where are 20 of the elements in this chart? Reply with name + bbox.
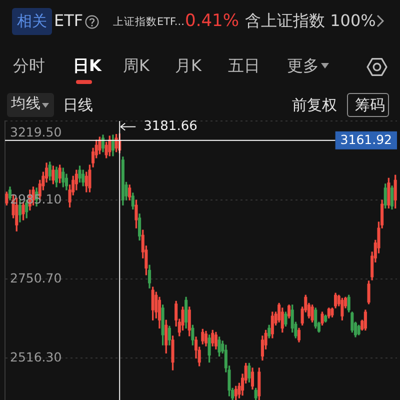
text: 含上证指数 100% <box>245 11 376 31</box>
annotation: 3181.66 <box>144 119 198 134</box>
text: 上证指数ETF... <box>113 16 184 28</box>
text: 五日 <box>228 56 260 76</box>
text: 前复权 <box>292 96 337 114</box>
y-tick-label: 3219.50 <box>10 124 62 140</box>
text: 筹码 <box>355 96 385 114</box>
text: 分时 <box>13 56 45 76</box>
text: 日K <box>73 56 102 76</box>
text: 0.41% <box>185 10 240 32</box>
y-tick-label: 2750.70 <box>10 270 62 286</box>
text: 日线 <box>63 96 93 114</box>
ref-line-label: 3161.92 <box>340 132 392 148</box>
text: 相关 <box>17 12 47 30</box>
y-tick-label: 2516.30 <box>10 349 62 364</box>
text: 周K <box>123 56 150 76</box>
text: ETF <box>54 11 84 31</box>
text: 均线 <box>11 96 41 114</box>
text: 月K <box>175 56 202 76</box>
text: 更多 <box>287 56 319 76</box>
